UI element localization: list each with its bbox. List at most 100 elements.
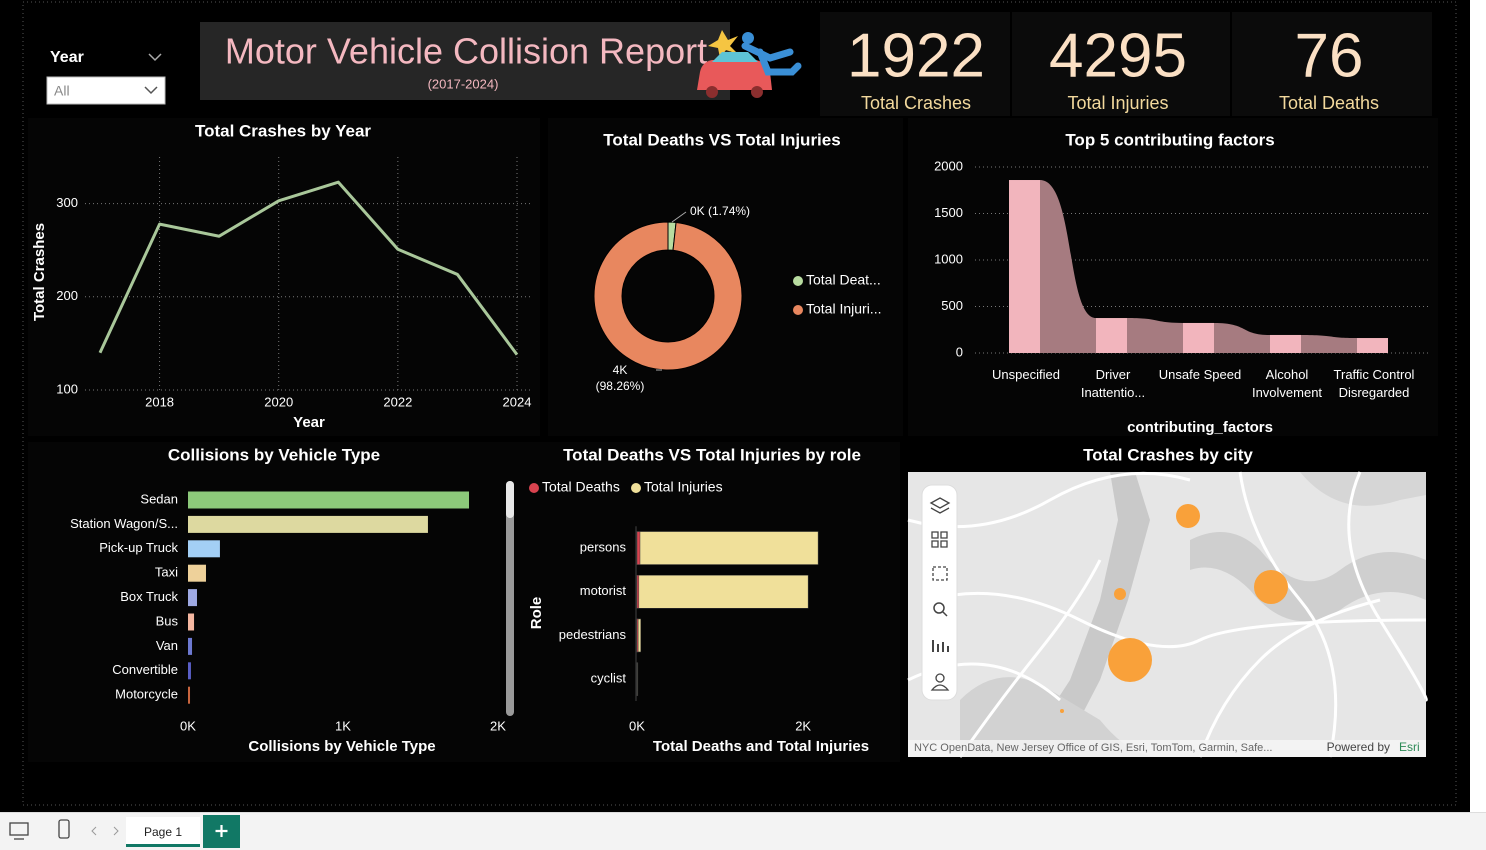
axis-title: Total Crashes xyxy=(31,223,48,321)
slicer-value[interactable]: All xyxy=(54,83,70,99)
page-tab[interactable]: Page 1 xyxy=(126,817,200,847)
prev-page[interactable] xyxy=(92,827,96,835)
legend-marker xyxy=(793,305,803,315)
report-subtitle: (2017-2024) xyxy=(428,76,499,91)
x-tick-label: 1K xyxy=(335,718,351,733)
bar xyxy=(188,565,206,582)
ribbon xyxy=(1127,318,1183,353)
map-powered-by: Powered by xyxy=(1327,740,1390,754)
y-tick-label: Station Wagon/S... xyxy=(70,516,178,531)
bar xyxy=(1096,318,1127,353)
x-tick-label: 2024 xyxy=(503,394,532,409)
page-tabs-bar: Page 1 xyxy=(0,812,1486,850)
bar xyxy=(188,589,197,606)
bar xyxy=(188,492,469,509)
y-tick-label: motorist xyxy=(580,583,627,598)
axis-title: Role xyxy=(528,597,545,630)
y-tick-label: 200 xyxy=(56,288,78,303)
bar xyxy=(1009,180,1040,353)
legend-label: Total Deaths xyxy=(542,479,620,495)
next-page[interactable] xyxy=(114,827,118,835)
bar xyxy=(637,619,638,652)
mobile-view[interactable] xyxy=(59,820,69,838)
bar xyxy=(637,575,639,608)
panel xyxy=(28,118,540,436)
x-tick-label: 2020 xyxy=(264,394,293,409)
data-label: 4K (98.26%) xyxy=(590,362,650,394)
y-tick-label: 300 xyxy=(56,195,78,210)
y-tick-label: 500 xyxy=(941,298,963,313)
report-canvas: Year All Motor Vehicle Collision Report … xyxy=(0,0,1470,812)
bar xyxy=(188,662,191,679)
map-provider[interactable]: Esri xyxy=(1399,740,1420,754)
y-tick-label: Convertible xyxy=(112,662,178,677)
card-value: 76 xyxy=(1295,21,1364,90)
y-tick-label: Sedan xyxy=(140,491,178,506)
y-tick-label: Box Truck xyxy=(120,589,178,604)
x-tick-label: 2022 xyxy=(383,394,412,409)
chart-title: Total Deaths VS Total Injuries xyxy=(603,130,840,149)
chart-title: Total Deaths VS Total Injuries by role xyxy=(563,445,861,464)
y-tick-label: 2000 xyxy=(934,158,963,173)
y-tick-label: persons xyxy=(580,539,627,554)
y-tick-label: Pick-up Truck xyxy=(99,540,178,555)
slicer-label: Year xyxy=(50,49,84,66)
chart-title: Collisions by Vehicle Type xyxy=(168,445,380,464)
x-tick-label: 2K xyxy=(795,718,811,733)
x-tick-label: Unsafe Speed xyxy=(1158,366,1242,384)
bar xyxy=(637,575,808,608)
y-tick-label: pedestrians xyxy=(559,627,627,642)
desktop-view[interactable] xyxy=(10,823,28,835)
bar xyxy=(188,516,428,533)
chart-title: Top 5 contributing factors xyxy=(1065,130,1274,149)
dashboard: Year All Motor Vehicle Collision Report … xyxy=(0,0,1470,812)
bar xyxy=(637,532,818,565)
x-tick-label: Traffic Control Disregarded xyxy=(1332,366,1416,402)
card-value: 1922 xyxy=(847,21,985,90)
slicer-chevron[interactable] xyxy=(149,54,161,60)
axis-title: contributing_factors xyxy=(1127,419,1273,436)
y-tick-label: 1000 xyxy=(934,251,963,266)
panel xyxy=(28,442,540,762)
map-attribution: NYC OpenData, New Jersey Office of GIS, … xyxy=(914,742,1272,754)
y-tick-label: 1500 xyxy=(934,205,963,220)
axis-title: Year xyxy=(293,414,325,431)
card-label: Total Deaths xyxy=(1279,93,1379,113)
bar xyxy=(188,614,194,631)
legend-label: Total Deat... xyxy=(806,272,881,288)
card-label: Total Injuries xyxy=(1067,93,1168,113)
x-tick-label: Driver Inattentio... xyxy=(1071,366,1155,402)
x-tick-label: 2K xyxy=(490,718,506,733)
data-label: 0K (1.74%) xyxy=(690,204,750,218)
y-tick-label: 0 xyxy=(956,344,963,359)
legend-marker xyxy=(529,483,539,493)
scrollbar-thumb[interactable] xyxy=(506,481,514,518)
card-label: Total Crashes xyxy=(861,93,971,113)
x-tick-label: 0K xyxy=(629,718,645,733)
chart-title: Total Crashes by city xyxy=(1083,445,1253,464)
legend-label: Total Injuries xyxy=(644,479,723,495)
y-tick-label: Bus xyxy=(156,613,179,628)
report-title: Motor Vehicle Collision Report xyxy=(225,31,707,72)
axis-title: Collisions by Vehicle Type xyxy=(248,738,435,755)
x-tick-label: Unspecified xyxy=(984,366,1068,384)
chart-title: Total Crashes by Year xyxy=(195,121,371,140)
bar xyxy=(188,540,220,557)
card-value: 4295 xyxy=(1049,21,1187,90)
bar xyxy=(637,532,640,565)
bar-icons xyxy=(0,813,240,850)
legend-marker xyxy=(631,483,641,493)
legend-label: Total Injuri... xyxy=(806,301,881,317)
y-tick-label: 100 xyxy=(56,381,78,396)
y-tick-label: Taxi xyxy=(155,565,178,580)
bar xyxy=(1357,338,1388,353)
map[interactable] xyxy=(908,472,1426,757)
bar xyxy=(1270,335,1301,353)
x-tick-label: 0K xyxy=(180,718,196,733)
x-tick-label: 2018 xyxy=(145,394,174,409)
axis-title: Total Deaths and Total Injuries xyxy=(653,738,869,755)
bar xyxy=(1183,323,1214,353)
y-tick-label: cyclist xyxy=(591,671,627,686)
y-tick-label: Motorcycle xyxy=(115,687,178,702)
